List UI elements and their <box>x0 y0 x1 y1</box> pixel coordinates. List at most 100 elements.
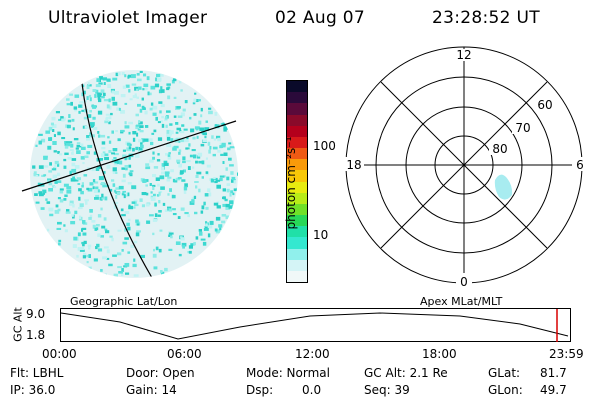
uv-speckle <box>217 149 221 153</box>
uv-speckle <box>178 163 182 168</box>
uv-speckle <box>84 126 89 129</box>
uv-speckle <box>231 176 236 181</box>
uv-speckle <box>222 161 225 164</box>
uv-speckle <box>164 267 168 272</box>
uv-speckle <box>137 128 141 131</box>
uv-speckle <box>169 188 172 192</box>
uv-speckle <box>101 95 105 99</box>
uv-speckle <box>69 170 72 175</box>
uv-speckle <box>167 95 171 100</box>
uv-speckle <box>115 161 120 164</box>
colorbar <box>286 80 308 283</box>
uv-speckle <box>51 168 56 171</box>
uv-speckle <box>227 147 231 151</box>
uv-speckle <box>193 113 197 116</box>
uv-speckle <box>124 157 127 161</box>
uv-speckle <box>138 149 143 152</box>
polar-label-right: 6 <box>576 158 584 172</box>
uv-speckle <box>152 253 157 258</box>
uv-speckle <box>158 101 163 104</box>
uv-speckle <box>225 167 228 171</box>
uv-speckle <box>236 188 238 192</box>
uv-speckle <box>118 185 124 190</box>
uv-speckle <box>205 157 208 160</box>
uv-speckle <box>176 159 181 163</box>
uv-speckle <box>135 113 139 117</box>
uv-speckle <box>146 76 150 81</box>
uv-speckle <box>128 131 131 135</box>
uv-speckle <box>138 120 141 124</box>
instrument-title: Ultraviolet Imager <box>48 8 208 28</box>
uv-speckle <box>140 144 144 149</box>
colorbar-segment <box>287 81 307 93</box>
uv-speckle <box>67 157 72 160</box>
uv-speckle <box>159 110 162 114</box>
altitude-xtick-1800: 18:00 <box>422 347 457 361</box>
uv-speckle <box>111 152 115 155</box>
uv-speckle <box>226 176 230 181</box>
uv-speckle <box>131 185 137 190</box>
uv-speckle <box>105 117 108 121</box>
uv-speckle <box>167 156 172 160</box>
uv-speckle <box>108 98 111 103</box>
uv-speckle <box>112 183 116 187</box>
uv-speckle <box>220 153 224 156</box>
uv-speckle <box>45 198 48 201</box>
uv-speckle <box>89 214 93 219</box>
uv-speckle <box>97 93 102 98</box>
uv-speckle <box>230 190 234 194</box>
uv-speckle <box>183 190 187 194</box>
uv-speckle <box>66 209 70 214</box>
uv-speckle <box>186 160 191 163</box>
uv-speckle <box>106 104 110 109</box>
colorbar-segment <box>287 192 307 204</box>
uv-speckle <box>46 201 51 204</box>
uv-speckle <box>149 183 152 186</box>
uv-speckle <box>33 171 37 175</box>
uv-speckle <box>84 199 89 202</box>
uv-speckle <box>103 82 106 85</box>
uv-speckle <box>160 120 163 123</box>
uv-speckle <box>152 112 157 116</box>
uv-speckle <box>180 112 185 117</box>
uv-speckle <box>71 214 74 217</box>
uv-speckle <box>89 97 92 102</box>
uv-speckle <box>223 152 228 156</box>
uv-speckle <box>107 84 112 88</box>
uv-speckle <box>177 216 181 219</box>
uv-speckle <box>63 198 67 201</box>
uv-speckle <box>156 194 160 197</box>
uv-speckle <box>89 182 94 186</box>
uv-speckle <box>46 228 50 232</box>
uv-speckle <box>153 248 155 252</box>
uv-speckle <box>158 89 163 94</box>
uv-speckle <box>226 188 230 193</box>
uv-speckle <box>45 130 51 134</box>
uv-speckle <box>54 181 58 184</box>
uv-speckle <box>87 114 92 118</box>
uv-speckle <box>228 205 233 209</box>
uv-speckle <box>43 155 48 160</box>
uv-speckle <box>94 227 98 231</box>
uv-speckle <box>191 149 196 152</box>
uv-speckle <box>92 186 95 190</box>
uv-speckle <box>80 190 84 195</box>
uv-speckle <box>229 192 232 197</box>
uv-speckle <box>173 115 177 118</box>
uv-speckle <box>158 200 161 204</box>
uv-speckle <box>201 160 205 165</box>
uv-speckle <box>141 204 145 208</box>
uv-speckle <box>221 142 226 147</box>
uv-speckle <box>133 240 138 244</box>
uv-speckle <box>185 147 188 150</box>
uv-speckle <box>70 143 74 148</box>
uv-speckle <box>113 273 118 277</box>
uv-speckle <box>120 129 125 133</box>
uv-speckle <box>129 98 133 101</box>
uv-speckle <box>225 206 230 210</box>
uv-speckle <box>109 235 113 238</box>
uv-speckle <box>104 156 109 161</box>
aurora-patch <box>494 174 513 200</box>
uv-speckle <box>102 256 107 260</box>
uv-speckle <box>166 179 171 182</box>
